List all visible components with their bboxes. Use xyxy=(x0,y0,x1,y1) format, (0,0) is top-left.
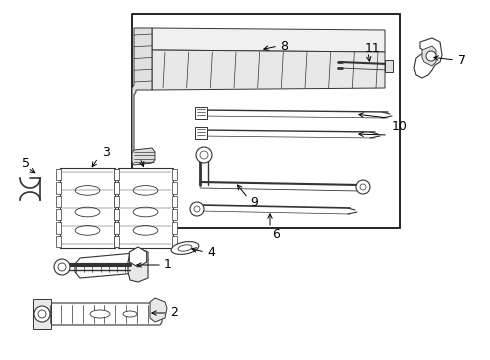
Bar xyxy=(114,209,119,220)
Polygon shape xyxy=(38,303,162,325)
Polygon shape xyxy=(422,46,436,66)
Circle shape xyxy=(426,51,436,61)
Circle shape xyxy=(194,206,200,212)
Text: 5: 5 xyxy=(22,157,30,170)
Bar xyxy=(172,209,177,220)
Ellipse shape xyxy=(75,186,100,195)
Bar xyxy=(114,182,119,194)
Text: 6: 6 xyxy=(272,228,280,240)
Polygon shape xyxy=(414,38,442,78)
Bar xyxy=(172,222,177,234)
Bar xyxy=(56,182,61,194)
Bar xyxy=(195,107,207,119)
Circle shape xyxy=(360,184,366,190)
Ellipse shape xyxy=(75,226,100,235)
Circle shape xyxy=(200,151,208,159)
Circle shape xyxy=(196,147,212,163)
Bar xyxy=(114,236,119,247)
Bar xyxy=(114,182,119,194)
Bar xyxy=(114,222,119,234)
Bar xyxy=(60,168,115,248)
Bar xyxy=(114,196,119,207)
Polygon shape xyxy=(152,28,385,52)
Polygon shape xyxy=(132,28,152,158)
Bar xyxy=(114,169,119,180)
Bar xyxy=(114,196,119,207)
Text: 9: 9 xyxy=(250,195,258,208)
Polygon shape xyxy=(128,248,148,282)
Bar xyxy=(172,236,177,247)
Circle shape xyxy=(356,180,370,194)
Bar xyxy=(56,196,61,207)
Ellipse shape xyxy=(133,226,158,235)
Bar xyxy=(132,14,400,228)
Text: 2: 2 xyxy=(170,306,178,320)
Bar xyxy=(56,209,61,220)
Bar xyxy=(56,236,61,247)
Bar xyxy=(114,209,119,220)
Text: 3: 3 xyxy=(102,145,110,158)
Circle shape xyxy=(34,306,50,322)
Bar xyxy=(195,127,207,139)
Polygon shape xyxy=(152,50,385,90)
Text: 8: 8 xyxy=(280,40,288,53)
Text: 11: 11 xyxy=(365,41,381,54)
Polygon shape xyxy=(75,252,148,278)
Ellipse shape xyxy=(171,242,199,255)
Ellipse shape xyxy=(178,245,192,251)
Bar xyxy=(114,236,119,247)
Text: 1: 1 xyxy=(164,258,172,271)
Circle shape xyxy=(58,263,66,271)
Polygon shape xyxy=(132,148,155,165)
Bar xyxy=(172,169,177,180)
Ellipse shape xyxy=(90,310,110,318)
Bar xyxy=(33,299,51,329)
Bar xyxy=(56,222,61,234)
Text: 7: 7 xyxy=(458,54,466,67)
Bar xyxy=(56,169,61,180)
Circle shape xyxy=(190,202,204,216)
Bar xyxy=(114,169,119,180)
Bar xyxy=(385,60,393,72)
Text: 10: 10 xyxy=(392,120,408,132)
Ellipse shape xyxy=(75,207,100,217)
Ellipse shape xyxy=(133,207,158,217)
Polygon shape xyxy=(150,298,167,322)
Text: 4: 4 xyxy=(207,246,215,258)
Bar xyxy=(118,168,173,248)
Bar xyxy=(172,182,177,194)
Bar xyxy=(172,196,177,207)
Circle shape xyxy=(54,259,70,275)
Bar xyxy=(114,222,119,234)
Ellipse shape xyxy=(123,311,137,317)
Ellipse shape xyxy=(133,186,158,195)
Circle shape xyxy=(38,310,46,318)
